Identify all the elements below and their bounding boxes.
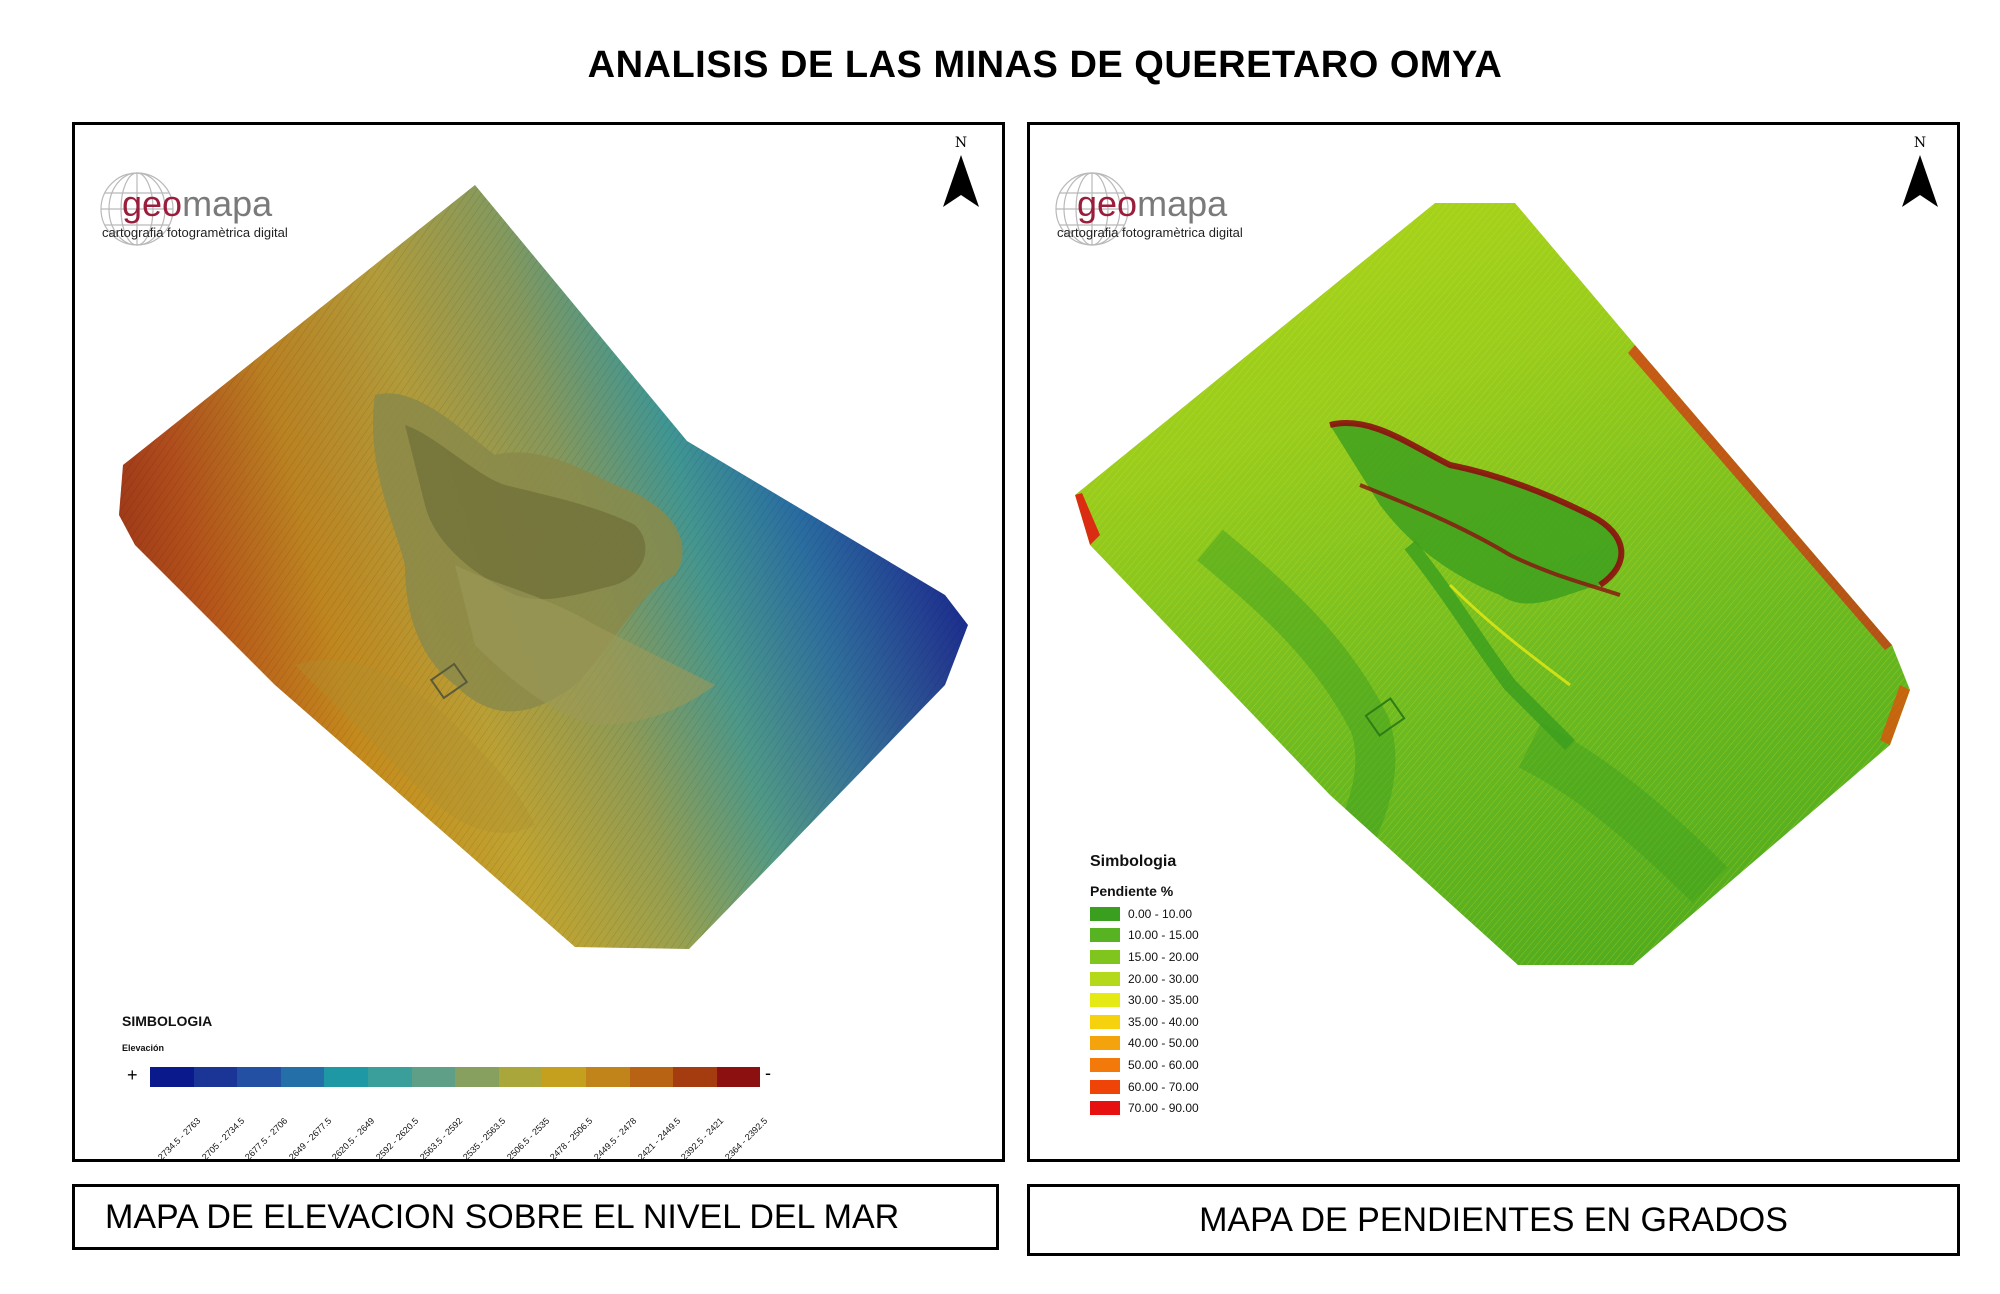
elevation-legend-title: SIMBOLOGIA [122,1013,213,1029]
slope-class-label: 30.00 - 35.00 [1128,993,1199,1008]
slope-class-label: 50.00 - 60.00 [1128,1057,1199,1072]
slope-legend-subtitle: Pendiente % [1090,883,1174,899]
slope-class-label: 10.00 - 15.00 [1128,928,1199,943]
elevation-class-label: 2364 - 2392.5 [722,1115,770,1162]
logo-wordmark: geomapa [1077,183,1228,224]
slope-legend-list: 0.00 - 10.00 10.00 - 15.00 15.00 - 20.00 20… [1090,903,1199,1119]
slope-class-label: 60.00 - 70.00 [1128,1079,1199,1094]
slope-swatch [1090,928,1120,943]
elevation-swatch [193,1067,238,1087]
elevation-class-label: 2677.5 - 2706 [243,1115,290,1162]
elevation-swatch [237,1067,281,1087]
elevation-map-panel: geomapa cartografia fotogramètrica digit… [72,122,1005,1162]
elevation-class-label: 2649 - 2677.5 [286,1115,334,1162]
elevation-class-label: 2563.5 - 2592 [417,1115,464,1162]
slope-swatch [1090,1079,1120,1094]
logo-subtitle: cartografia fotogramètrica digital [102,225,288,240]
elevation-legend-labels: 2734.5 - 2763 2705 - 2734.5 2677.5 - 2706 2… [150,1093,770,1162]
slope-map-caption: MAPA DE PENDIENTES EN GRADOS [1027,1184,1960,1256]
globe-icon [1055,172,1129,246]
slope-legend-item: 70.00 - 90.00 [1090,1097,1199,1119]
slope-raster [1075,203,1910,965]
elevation-swatch [367,1067,412,1087]
elevation-class-label: 2478 - 2506.5 [548,1115,595,1162]
elevation-swatch [673,1067,717,1087]
slope-legend-item: 40.00 - 50.00 [1090,1033,1199,1055]
elevation-legend-minus: - [765,1063,771,1083]
north-arrow-icon [1902,155,1938,207]
elevation-swatch [455,1067,499,1087]
slope-swatch [1090,1057,1120,1072]
north-letter: N [1913,135,1927,151]
page-title: ANALISIS DE LAS MINAS DE QUERETARO OMYA [587,44,1503,86]
north-arrow-icon [943,155,979,207]
elevation-swatch [498,1067,543,1087]
elevation-legend-subtitle: Elevación [122,1043,165,1053]
slope-class-label: 0.00 - 10.00 [1128,906,1193,921]
slope-swatch [1090,949,1120,964]
slope-legend-item: 30.00 - 35.00 [1090,989,1199,1011]
slope-map-panel: geomapa cartografia fotogramètrica digit… [1027,122,1960,1162]
slope-swatch [1090,1014,1120,1029]
slope-swatch [1090,1101,1120,1116]
slope-legend-item: 60.00 - 70.00 [1090,1076,1199,1098]
elevation-map-caption: MAPA DE ELEVACION SOBRE EL NIVEL DEL MAR [72,1184,999,1250]
slope-swatch [1090,971,1120,986]
elevation-legend-plus: + [127,1065,138,1085]
elevation-class-label: 2592 - 2620.5 [374,1115,421,1162]
elevation-swatch [280,1067,325,1087]
geomapa-logo: geomapa cartografia fotogramètrica digit… [97,169,317,249]
slope-swatch [1090,906,1120,921]
slope-class-label: 70.00 - 90.00 [1128,1101,1199,1116]
slope-class-label: 40.00 - 50.00 [1128,1036,1199,1051]
elevation-swatch [324,1067,368,1087]
elevation-class-label: 2535 - 2563.5 [461,1115,508,1162]
elevation-class-label: 2705 - 2734.5 [199,1115,246,1162]
slope-legend-title: Simbologia [1090,853,1177,870]
logo-wordmark: geomapa [122,183,273,224]
elevation-class-label: 2392.5 - 2421 [679,1115,726,1162]
elevation-map-caption-text: MAPA DE ELEVACION SOBRE EL NIVEL DEL MAR [105,1197,900,1236]
slope-swatch [1090,993,1120,1008]
north-arrow: N [941,135,981,215]
slope-map-caption-text: MAPA DE PENDIENTES EN GRADOS [1199,1200,1788,1239]
north-arrow: N [1900,135,1940,215]
elevation-class-label: 2620.5 - 2649 [330,1115,377,1162]
globe-icon [100,172,174,246]
elevation-raster [119,185,968,949]
north-letter: N [954,135,968,151]
slope-legend-item: 10.00 - 15.00 [1090,925,1199,947]
slope-legend-item: 20.00 - 30.00 [1090,968,1199,990]
slope-legend-item: 0.00 - 10.00 [1090,903,1199,925]
elevation-swatch [150,1067,194,1087]
slope-legend-item: 50.00 - 60.00 [1090,1054,1199,1076]
logo-subtitle: cartografia fotogramètrica digital [1057,225,1243,240]
elevation-class-label: 2506.5 - 2535 [504,1115,552,1162]
elevation-color-bar [150,1067,761,1087]
geomapa-logo: geomapa cartografia fotogramètrica digit… [1052,169,1272,249]
elevation-swatch [585,1067,630,1087]
slope-swatch [1090,1036,1120,1051]
slope-legend-item: 35.00 - 40.00 [1090,1011,1199,1033]
elevation-swatch [716,1067,761,1087]
slope-legend-item: 15.00 - 20.00 [1090,946,1199,968]
elevation-class-label: 2449.5 - 2478 [592,1115,639,1162]
elevation-class-label: 2734.5 - 2763 [156,1115,203,1162]
elevation-class-label: 2421 - 2449.5 [635,1115,682,1162]
elevation-swatch [411,1067,456,1087]
elevation-swatch [629,1067,674,1087]
slope-class-label: 15.00 - 20.00 [1128,949,1199,964]
slope-class-label: 35.00 - 40.00 [1128,1014,1199,1029]
slope-class-label: 20.00 - 30.00 [1128,971,1199,986]
elevation-swatch [542,1067,586,1087]
